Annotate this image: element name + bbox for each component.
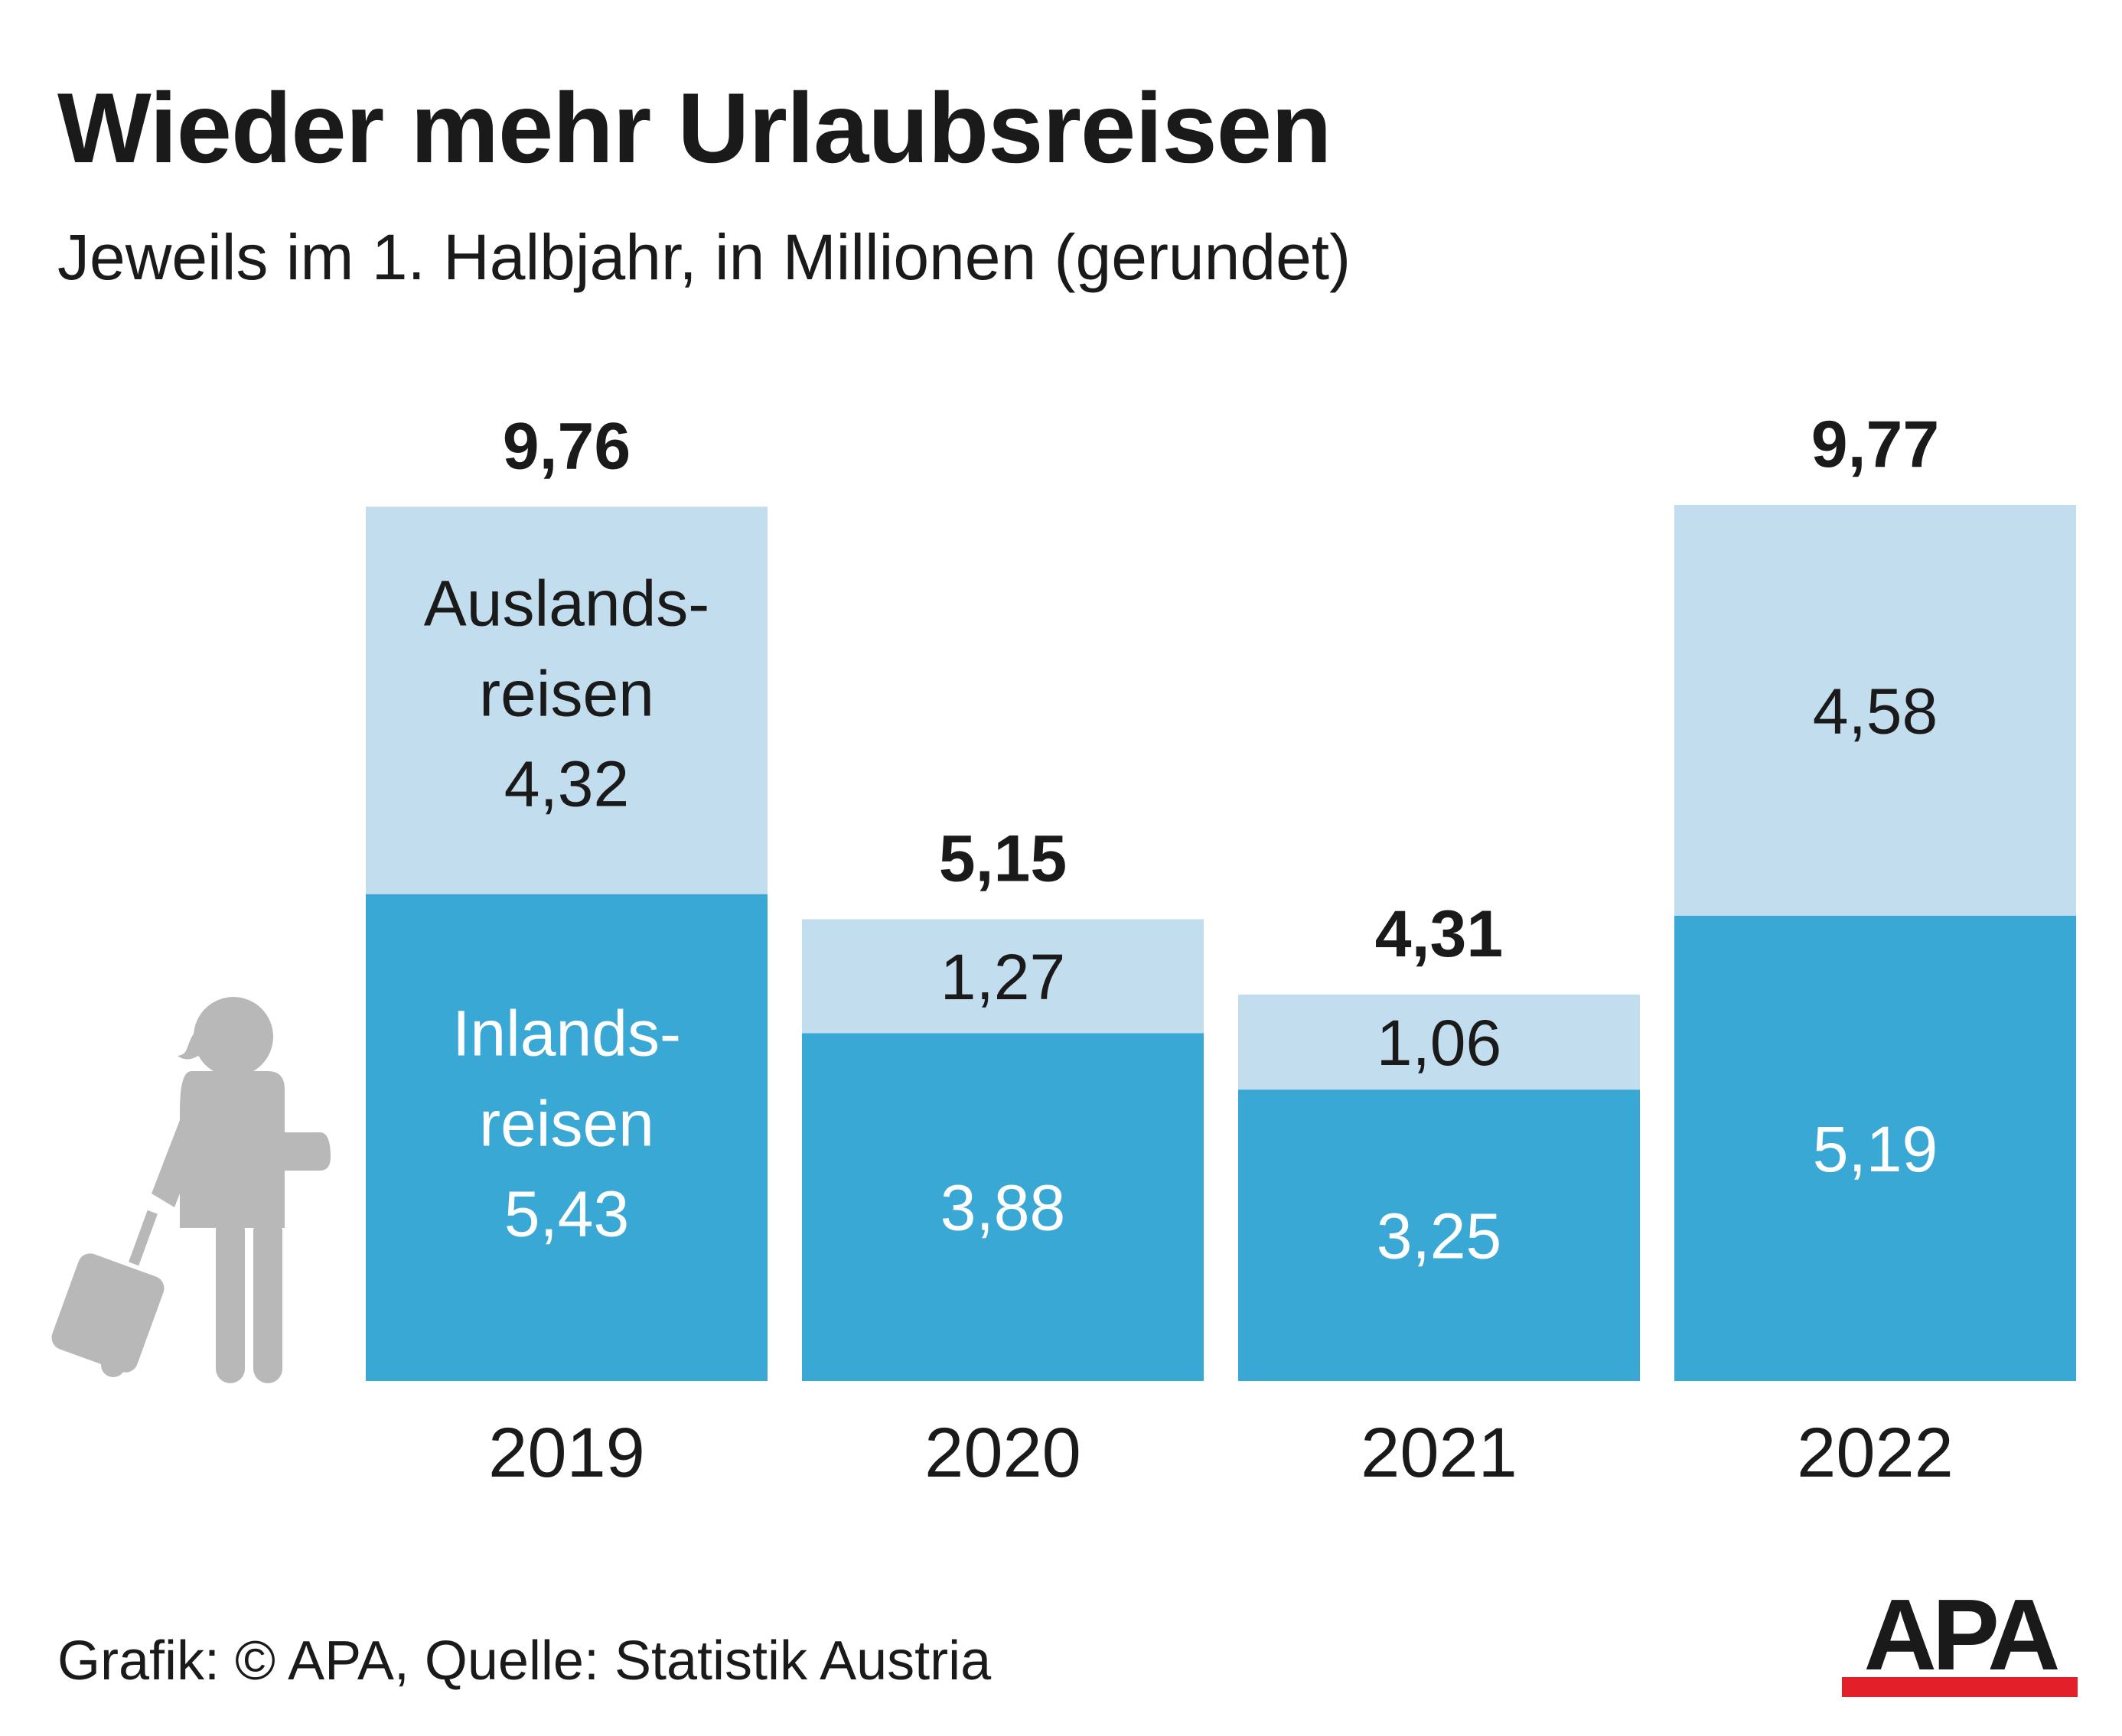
traveler-ponytail	[178, 1025, 213, 1060]
value-label-inlandsreisen-2019: 5,43	[504, 1178, 630, 1250]
bar-inlandsreisen-2022	[1674, 915, 2076, 1381]
bar-inlandsreisen-2020	[802, 1033, 1204, 1381]
total-label-2021: 4,31	[1375, 897, 1503, 971]
value-label-auslandsreisen-2022: 4,58	[1813, 675, 1938, 747]
traveler-left-arm	[152, 1086, 216, 1207]
traveler-with-suitcase-icon	[51, 997, 331, 1383]
total-label-2019: 9,76	[503, 409, 631, 483]
total-label-2022: 9,77	[1811, 408, 1939, 481]
value-label-auslandsreisen-2020: 1,27	[940, 941, 1066, 1013]
apa-logo-text: APA	[1864, 1591, 2058, 1691]
bar-auslandsreisen-2019	[366, 506, 768, 894]
bars-group: Auslands-reisen 4,32 Inlands-reisen 5,43 9,7…	[366, 408, 2076, 1492]
series-label-inlandsreisen-line1: Inlands-	[452, 998, 681, 1070]
value-label-auslandsreisen-2021: 1,06	[1377, 1007, 1502, 1079]
suitcase	[51, 1253, 165, 1373]
x-tick-label-2021: 2021	[1361, 1414, 1517, 1492]
series-label-auslandsreisen-line1: Auslands-	[424, 567, 710, 639]
value-label-auslandsreisen-2019: 4,32	[504, 747, 630, 819]
bar-inlandsreisen-2019	[366, 894, 768, 1381]
source-credit: Grafik: © APA, Quelle: Statistik Austria	[57, 1630, 992, 1692]
x-tick-label-2020: 2020	[924, 1414, 1081, 1492]
traveler-left-leg	[216, 1217, 245, 1383]
bar-auslandsreisen-2020	[802, 919, 1204, 1034]
traveler-right-leg	[253, 1217, 282, 1383]
value-label-inlandsreisen-2020: 3,88	[940, 1172, 1066, 1244]
series-label-auslandsreisen-line2: reisen	[479, 657, 654, 729]
traveler-head	[194, 997, 273, 1076]
apa-logo: APA	[1842, 1591, 2078, 1697]
bar-inlandsreisen-2021	[1238, 1089, 1640, 1381]
chart-title: Wieder mehr Urlaubsreisen	[57, 72, 1332, 184]
bar-auslandsreisen-2022	[1674, 505, 2076, 916]
chart-subtitle: Jeweils im 1. Halbjahr, in Millionen (ge…	[57, 221, 1351, 293]
x-tick-label-2019: 2019	[488, 1414, 645, 1492]
x-tick-label-2022: 2022	[1797, 1414, 1954, 1492]
series-label-inlandsreisen-line2: reisen	[479, 1088, 654, 1160]
value-label-inlandsreisen-2021: 3,25	[1377, 1200, 1502, 1272]
bar-auslandsreisen-2021	[1238, 994, 1640, 1090]
total-label-2020: 5,15	[939, 822, 1067, 895]
traveler-body	[180, 1071, 331, 1228]
suitcase-wheel	[101, 1353, 125, 1377]
apa-logo-red-bar	[1842, 1677, 2078, 1697]
value-label-inlandsreisen-2022: 5,19	[1813, 1113, 1938, 1185]
suitcase-handle	[129, 1210, 158, 1266]
